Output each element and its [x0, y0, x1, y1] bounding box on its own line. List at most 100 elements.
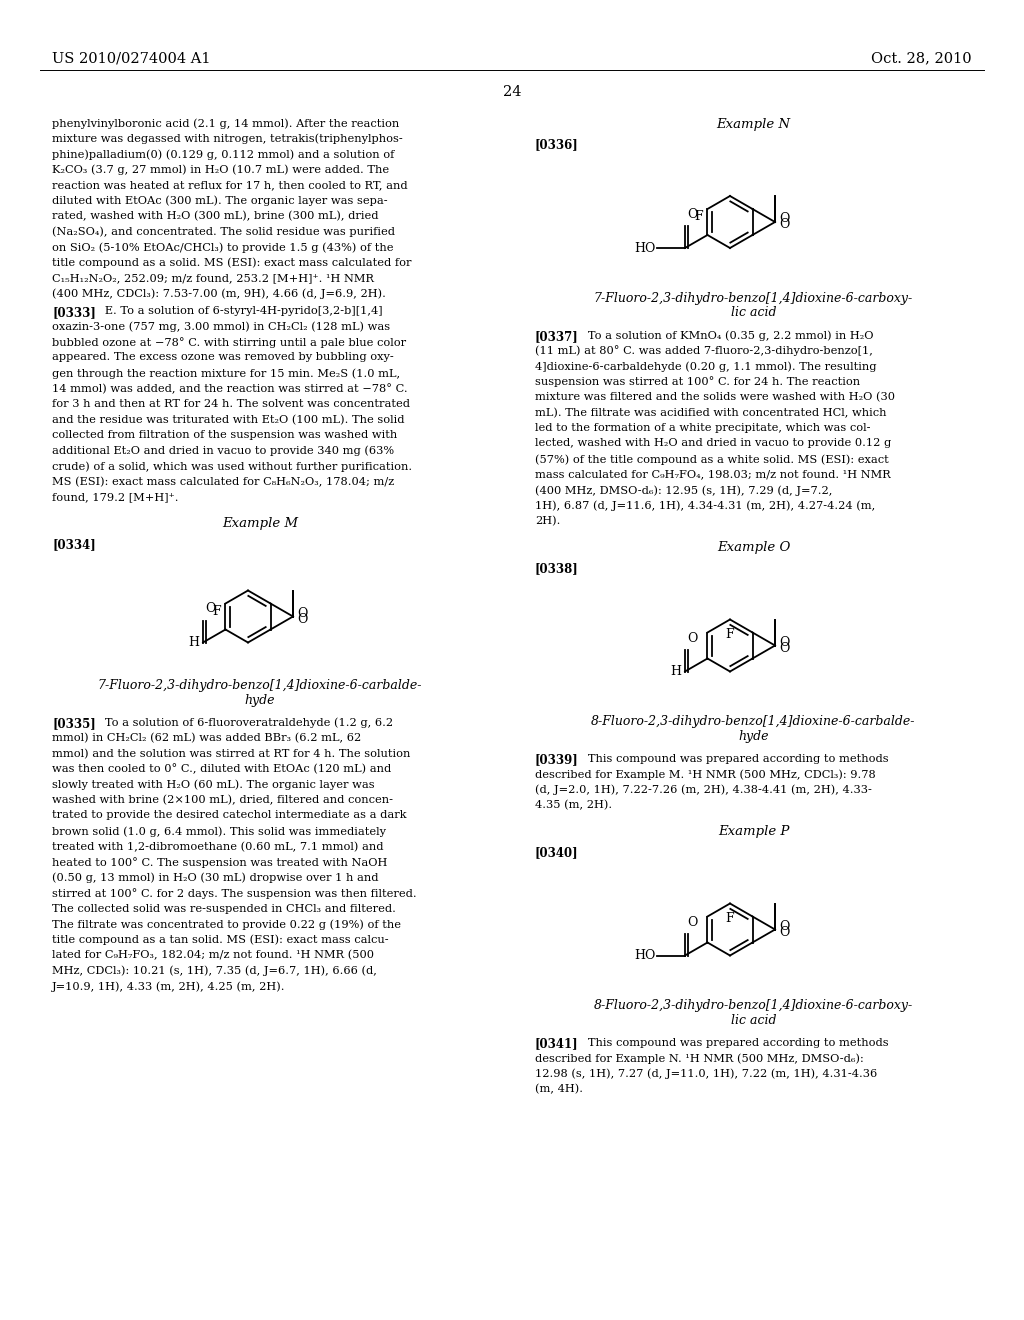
Text: 1H), 6.87 (d, J=11.6, 1H), 4.34-4.31 (m, 2H), 4.27-4.24 (m,: 1H), 6.87 (d, J=11.6, 1H), 4.34-4.31 (m,… [535, 500, 876, 511]
Text: mmol) in CH₂Cl₂ (62 mL) was added BBr₃ (6.2 mL, 62: mmol) in CH₂Cl₂ (62 mL) was added BBr₃ (… [52, 733, 361, 743]
Text: (Na₂SO₄), and concentrated. The solid residue was purified: (Na₂SO₄), and concentrated. The solid re… [52, 227, 395, 238]
Text: was then cooled to 0° C., diluted with EtOAc (120 mL) and: was then cooled to 0° C., diluted with E… [52, 764, 391, 775]
Text: reaction was heated at reflux for 17 h, then cooled to RT, and: reaction was heated at reflux for 17 h, … [52, 180, 408, 190]
Text: oxazin-3-one (757 mg, 3.00 mmol) in CH₂Cl₂ (128 mL) was: oxazin-3-one (757 mg, 3.00 mmol) in CH₂C… [52, 322, 390, 333]
Text: [0339]: [0339] [535, 754, 579, 767]
Text: led to the formation of a white precipitate, which was col-: led to the formation of a white precipit… [535, 422, 870, 433]
Text: 14 mmol) was added, and the reaction was stirred at −78° C.: 14 mmol) was added, and the reaction was… [52, 384, 408, 395]
Text: lic acid: lic acid [731, 1014, 776, 1027]
Text: washed with brine (2×100 mL), dried, filtered and concen-: washed with brine (2×100 mL), dried, fil… [52, 795, 393, 805]
Text: slowly treated with H₂O (60 mL). The organic layer was: slowly treated with H₂O (60 mL). The org… [52, 780, 375, 791]
Text: suspension was stirred at 100° C. for 24 h. The reaction: suspension was stirred at 100° C. for 24… [535, 376, 860, 387]
Text: O: O [687, 916, 697, 928]
Text: K₂CO₃ (3.7 g, 27 mmol) in H₂O (10.7 mL) were added. The: K₂CO₃ (3.7 g, 27 mmol) in H₂O (10.7 mL) … [52, 165, 389, 176]
Text: 8-Fluoro-2,3-dihydro-benzo[1,4]dioxine-6-carbalde-: 8-Fluoro-2,3-dihydro-benzo[1,4]dioxine-6… [591, 715, 915, 729]
Text: and the residue was triturated with Et₂O (100 mL). The solid: and the residue was triturated with Et₂O… [52, 414, 404, 425]
Text: O: O [687, 631, 697, 644]
Text: stirred at 100° C. for 2 days. The suspension was then filtered.: stirred at 100° C. for 2 days. The suspe… [52, 888, 417, 899]
Text: heated to 100° C. The suspension was treated with NaOH: heated to 100° C. The suspension was tre… [52, 857, 387, 867]
Text: (m, 4H).: (m, 4H). [535, 1084, 583, 1094]
Text: trated to provide the desired catechol intermediate as a dark: trated to provide the desired catechol i… [52, 810, 407, 821]
Text: To a solution of KMnO₄ (0.35 g, 2.2 mmol) in H₂O: To a solution of KMnO₄ (0.35 g, 2.2 mmol… [577, 330, 873, 341]
Text: O: O [779, 636, 790, 649]
Text: Oct. 28, 2010: Oct. 28, 2010 [871, 51, 972, 65]
Text: additional Et₂O and dried in vacuo to provide 340 mg (63%: additional Et₂O and dried in vacuo to pr… [52, 446, 394, 457]
Text: C₁₅H₁₂N₂O₂, 252.09; m/z found, 253.2 [M+H]⁺. ¹H NMR: C₁₅H₁₂N₂O₂, 252.09; m/z found, 253.2 [M+… [52, 273, 374, 282]
Text: HO: HO [635, 949, 656, 962]
Text: lic acid: lic acid [731, 306, 776, 319]
Text: (11 mL) at 80° C. was added 7-fluoro-2,3-dihydro-benzo[1,: (11 mL) at 80° C. was added 7-fluoro-2,3… [535, 346, 872, 356]
Text: hyde: hyde [245, 694, 275, 708]
Text: H: H [670, 665, 681, 678]
Text: [0335]: [0335] [52, 718, 96, 730]
Text: O: O [779, 927, 790, 939]
Text: E. To a solution of 6-styryl-4H-pyrido[3,2-b][1,4]: E. To a solution of 6-styryl-4H-pyrido[3… [94, 306, 383, 315]
Text: described for Example M. ¹H NMR (500 MHz, CDCl₃): 9.78: described for Example M. ¹H NMR (500 MHz… [535, 770, 876, 780]
Text: mL). The filtrate was acidified with concentrated HCl, which: mL). The filtrate was acidified with con… [535, 408, 887, 418]
Text: 7-Fluoro-2,3-dihydro-benzo[1,4]dioxine-6-carboxy-: 7-Fluoro-2,3-dihydro-benzo[1,4]dioxine-6… [594, 292, 913, 305]
Text: (0.50 g, 13 mmol) in H₂O (30 mL) dropwise over 1 h and: (0.50 g, 13 mmol) in H₂O (30 mL) dropwis… [52, 873, 379, 883]
Text: The filtrate was concentrated to provide 0.22 g (19%) of the: The filtrate was concentrated to provide… [52, 919, 401, 929]
Text: collected from filtration of the suspension was washed with: collected from filtration of the suspens… [52, 430, 397, 440]
Text: [0341]: [0341] [535, 1038, 579, 1051]
Text: 2H).: 2H). [535, 516, 560, 527]
Text: F: F [726, 912, 734, 924]
Text: for 3 h and then at RT for 24 h. The solvent was concentrated: for 3 h and then at RT for 24 h. The sol… [52, 399, 410, 409]
Text: Example N: Example N [717, 117, 791, 131]
Text: (400 MHz, DMSO-d₆): 12.95 (s, 1H), 7.29 (d, J=7.2,: (400 MHz, DMSO-d₆): 12.95 (s, 1H), 7.29 … [535, 484, 833, 495]
Text: HO: HO [635, 242, 656, 255]
Text: hyde: hyde [738, 730, 769, 743]
Text: [0333]: [0333] [52, 306, 96, 319]
Text: O: O [779, 219, 790, 231]
Text: lected, washed with H₂O and dried in vacuo to provide 0.12 g: lected, washed with H₂O and dried in vac… [535, 438, 891, 449]
Text: H: H [188, 636, 199, 649]
Text: crude) of a solid, which was used without further purification.: crude) of a solid, which was used withou… [52, 461, 412, 471]
Text: 4]dioxine-6-carbaldehyde (0.20 g, 1.1 mmol). The resulting: 4]dioxine-6-carbaldehyde (0.20 g, 1.1 mm… [535, 360, 877, 371]
Text: 4.35 (m, 2H).: 4.35 (m, 2H). [535, 800, 612, 810]
Text: (400 MHz, CDCl₃): 7.53-7.00 (m, 9H), 4.66 (d, J=6.9, 2H).: (400 MHz, CDCl₃): 7.53-7.00 (m, 9H), 4.6… [52, 289, 386, 300]
Text: [0337]: [0337] [535, 330, 579, 343]
Text: O: O [297, 612, 307, 626]
Text: Example O: Example O [717, 541, 791, 554]
Text: bubbled ozone at −78° C. with stirring until a pale blue color: bubbled ozone at −78° C. with stirring u… [52, 337, 407, 348]
Text: Example P: Example P [718, 825, 790, 838]
Text: Example M: Example M [222, 517, 298, 531]
Text: F: F [726, 627, 734, 640]
Text: This compound was prepared according to methods: This compound was prepared according to … [577, 1038, 889, 1048]
Text: title compound as a solid. MS (ESI): exact mass calculated for: title compound as a solid. MS (ESI): exa… [52, 257, 412, 268]
Text: phenylvinylboronic acid (2.1 g, 14 mmol). After the reaction: phenylvinylboronic acid (2.1 g, 14 mmol)… [52, 117, 399, 128]
Text: O: O [779, 213, 790, 226]
Text: O: O [779, 920, 790, 933]
Text: O: O [687, 209, 697, 220]
Text: mmol) and the solution was stirred at RT for 4 h. The solution: mmol) and the solution was stirred at RT… [52, 748, 411, 759]
Text: found, 179.2 [M+H]⁺.: found, 179.2 [M+H]⁺. [52, 492, 178, 502]
Text: US 2010/0274004 A1: US 2010/0274004 A1 [52, 51, 211, 65]
Text: brown solid (1.0 g, 6.4 mmol). This solid was immediately: brown solid (1.0 g, 6.4 mmol). This soli… [52, 826, 386, 837]
Text: O: O [205, 602, 215, 615]
Text: 7-Fluoro-2,3-dihydro-benzo[1,4]dioxine-6-carbalde-: 7-Fluoro-2,3-dihydro-benzo[1,4]dioxine-6… [97, 680, 422, 693]
Text: gen through the reaction mixture for 15 min. Me₂S (1.0 mL,: gen through the reaction mixture for 15 … [52, 368, 400, 379]
Text: F: F [694, 210, 702, 223]
Text: J=10.9, 1H), 4.33 (m, 2H), 4.25 (m, 2H).: J=10.9, 1H), 4.33 (m, 2H), 4.25 (m, 2H). [52, 981, 286, 991]
Text: O: O [779, 642, 790, 655]
Text: 8-Fluoro-2,3-dihydro-benzo[1,4]dioxine-6-carboxy-: 8-Fluoro-2,3-dihydro-benzo[1,4]dioxine-6… [594, 999, 913, 1012]
Text: mixture was degassed with nitrogen, tetrakis(triphenylphos-: mixture was degassed with nitrogen, tetr… [52, 133, 402, 144]
Text: F: F [212, 605, 220, 618]
Text: [0336]: [0336] [535, 139, 579, 152]
Text: MS (ESI): exact mass calculated for C₈H₆N₂O₃, 178.04; m/z: MS (ESI): exact mass calculated for C₈H₆… [52, 477, 394, 487]
Text: diluted with EtOAc (300 mL). The organic layer was sepa-: diluted with EtOAc (300 mL). The organic… [52, 195, 388, 206]
Text: described for Example N. ¹H NMR (500 MHz, DMSO-d₆):: described for Example N. ¹H NMR (500 MHz… [535, 1053, 864, 1064]
Text: MHz, CDCl₃): 10.21 (s, 1H), 7.35 (d, J=6.7, 1H), 6.66 (d,: MHz, CDCl₃): 10.21 (s, 1H), 7.35 (d, J=6… [52, 965, 377, 975]
Text: [0334]: [0334] [52, 539, 96, 550]
Text: (57%) of the title compound as a white solid. MS (ESI): exact: (57%) of the title compound as a white s… [535, 454, 889, 465]
Text: mass calculated for C₉H₇FO₄, 198.03; m/z not found. ¹H NMR: mass calculated for C₉H₇FO₄, 198.03; m/z… [535, 470, 891, 479]
Text: on SiO₂ (5-10% EtOAc/CHCl₃) to provide 1.5 g (43%) of the: on SiO₂ (5-10% EtOAc/CHCl₃) to provide 1… [52, 242, 393, 252]
Text: title compound as a tan solid. MS (ESI): exact mass calcu-: title compound as a tan solid. MS (ESI):… [52, 935, 389, 945]
Text: phine)palladium(0) (0.129 g, 0.112 mmol) and a solution of: phine)palladium(0) (0.129 g, 0.112 mmol)… [52, 149, 394, 160]
Text: 12.98 (s, 1H), 7.27 (d, J=11.0, 1H), 7.22 (m, 1H), 4.31-4.36: 12.98 (s, 1H), 7.27 (d, J=11.0, 1H), 7.2… [535, 1068, 878, 1078]
Text: appeared. The excess ozone was removed by bubbling oxy-: appeared. The excess ozone was removed b… [52, 352, 394, 363]
Text: lated for C₉H₇FO₃, 182.04; m/z not found. ¹H NMR (500: lated for C₉H₇FO₃, 182.04; m/z not found… [52, 950, 374, 961]
Text: [0338]: [0338] [535, 562, 579, 576]
Text: O: O [297, 607, 307, 620]
Text: mixture was filtered and the solids were washed with H₂O (30: mixture was filtered and the solids were… [535, 392, 895, 403]
